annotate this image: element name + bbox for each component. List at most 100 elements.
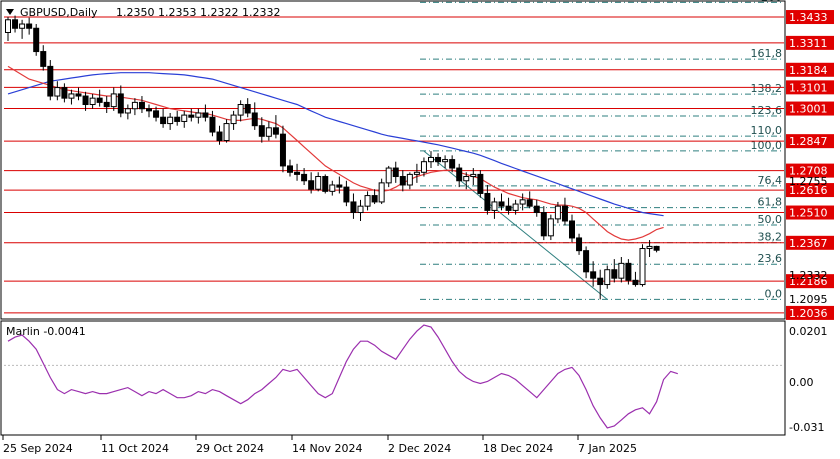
candle	[160, 108, 167, 128]
candle	[498, 193, 505, 211]
fib-levels: 200 161,8 138,2 123,6 110,0 100,0 76,4 61,8 50,0…	[420, 0, 782, 300]
level-tag-label: 1.3311	[789, 37, 828, 50]
candle-body	[561, 205, 568, 222]
candle	[265, 121, 272, 141]
candle-body	[251, 112, 258, 127]
fib-label: 61,8	[758, 196, 783, 209]
candle-body	[442, 159, 449, 163]
candle	[230, 110, 237, 130]
oscillator	[4, 324, 784, 429]
fib-label: 110,0	[751, 124, 783, 137]
candle-body	[315, 176, 322, 190]
candle	[505, 197, 512, 215]
dropdown-triangle-icon[interactable]	[6, 9, 14, 15]
candle-body	[364, 195, 371, 207]
candle	[653, 245, 660, 253]
candle-body	[526, 199, 533, 207]
candle-body	[463, 176, 470, 182]
candle	[392, 161, 399, 183]
candle-body	[519, 199, 526, 205]
candle	[54, 81, 61, 101]
candle	[96, 89, 103, 107]
candle-body	[230, 114, 237, 125]
candle	[435, 153, 442, 166]
level-tag	[786, 205, 834, 220]
candle-body	[420, 161, 427, 173]
fib-label: 0,0	[765, 287, 783, 300]
candle-body	[350, 201, 357, 214]
candle	[540, 206, 547, 241]
candle-body	[223, 123, 230, 142]
candle	[40, 45, 47, 71]
candle	[103, 96, 110, 113]
candle-body	[646, 245, 653, 250]
candle	[512, 199, 519, 215]
candle-body	[272, 127, 279, 135]
candle	[413, 163, 420, 183]
x-tick-label: 18 Dec 2024	[483, 442, 553, 455]
candle	[547, 214, 554, 241]
candle	[618, 257, 625, 283]
candle	[12, 15, 19, 33]
candle-body	[96, 97, 103, 103]
candle	[174, 110, 181, 126]
candle-body	[428, 156, 434, 163]
candle-body	[392, 167, 399, 178]
level-tag-label: 1.2847	[789, 135, 828, 148]
candle	[146, 104, 152, 118]
candle-body	[336, 184, 343, 188]
x-tick-label: 25 Sep 2024	[3, 442, 73, 455]
candle	[117, 85, 124, 118]
candle	[251, 102, 258, 130]
candle	[167, 112, 174, 130]
fib-label: 123,6	[751, 104, 783, 117]
candle-body	[244, 104, 251, 114]
candle-body	[357, 205, 364, 214]
candle-body	[209, 116, 216, 133]
candles	[5, 15, 660, 300]
candle-body	[512, 203, 519, 211]
candle-body	[583, 250, 590, 273]
fib-label: 138,2	[751, 82, 783, 95]
candle	[639, 244, 646, 287]
candle	[625, 259, 632, 285]
level-tag	[786, 134, 834, 149]
candle-body	[477, 173, 484, 194]
candle-body	[653, 245, 660, 251]
candle	[371, 189, 378, 205]
candle-body	[343, 186, 350, 203]
candle-body	[308, 180, 315, 190]
level-tag	[786, 163, 834, 178]
level-tag	[786, 183, 834, 198]
candle	[399, 170, 406, 192]
candle-body	[47, 65, 54, 97]
candle	[216, 125, 223, 145]
level-tag-label: 1.2367	[789, 237, 828, 250]
candle	[223, 119, 230, 143]
candle	[463, 172, 470, 190]
candle-body	[146, 108, 152, 112]
x-tick-label: 2 Dec 2024	[388, 442, 451, 455]
oscillator-line	[7, 324, 678, 429]
candle-body	[449, 159, 456, 169]
candle	[336, 176, 343, 194]
candle-body	[294, 171, 301, 175]
candle-body	[435, 156, 442, 163]
indicator-title: Marlin -0.0041	[6, 325, 86, 338]
candle-body	[399, 176, 406, 186]
candle-body	[68, 93, 75, 99]
candle	[343, 180, 350, 207]
candle	[406, 172, 413, 190]
candle	[5, 16, 11, 41]
candle	[131, 98, 138, 116]
candle-body	[604, 269, 611, 286]
candle-body	[153, 110, 160, 118]
candle	[202, 104, 209, 122]
candle-body	[533, 205, 540, 214]
candle-body	[174, 116, 181, 122]
candle-body	[329, 184, 336, 192]
level-tag	[786, 101, 834, 116]
candle	[385, 165, 392, 188]
level-tag	[786, 80, 834, 95]
level-tag-label: 1.3433	[789, 11, 828, 24]
